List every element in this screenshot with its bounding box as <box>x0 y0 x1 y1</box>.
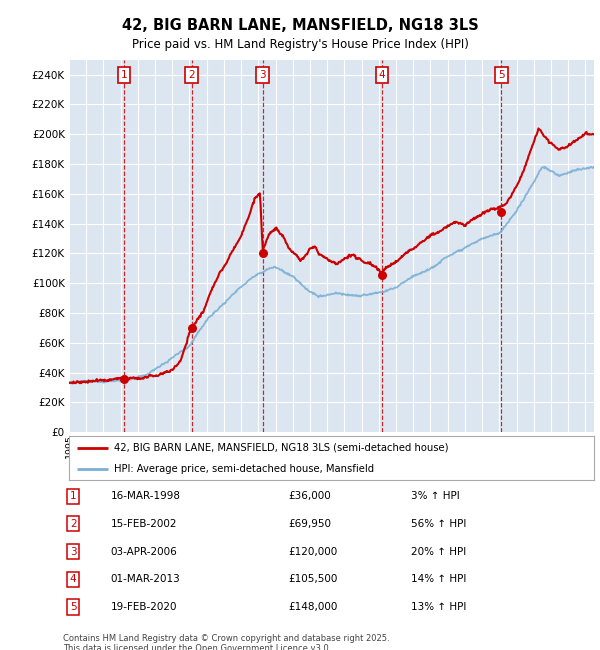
Text: £120,000: £120,000 <box>288 547 337 556</box>
Text: Price paid vs. HM Land Registry's House Price Index (HPI): Price paid vs. HM Land Registry's House … <box>131 38 469 51</box>
Text: 42, BIG BARN LANE, MANSFIELD, NG18 3LS (semi-detached house): 42, BIG BARN LANE, MANSFIELD, NG18 3LS (… <box>113 443 448 452</box>
Text: £148,000: £148,000 <box>288 602 337 612</box>
Text: 13% ↑ HPI: 13% ↑ HPI <box>412 602 467 612</box>
Text: 5: 5 <box>498 70 505 80</box>
Text: HPI: Average price, semi-detached house, Mansfield: HPI: Average price, semi-detached house,… <box>113 464 374 474</box>
Text: 14% ↑ HPI: 14% ↑ HPI <box>412 574 467 584</box>
Text: 56% ↑ HPI: 56% ↑ HPI <box>412 519 467 529</box>
Text: 20% ↑ HPI: 20% ↑ HPI <box>412 547 467 556</box>
Text: Contains HM Land Registry data © Crown copyright and database right 2025.
This d: Contains HM Land Registry data © Crown c… <box>63 634 389 650</box>
Text: 01-MAR-2013: 01-MAR-2013 <box>111 574 181 584</box>
Text: 03-APR-2006: 03-APR-2006 <box>111 547 178 556</box>
Text: £36,000: £36,000 <box>288 491 331 501</box>
Text: 3: 3 <box>259 70 266 80</box>
Text: 15-FEB-2002: 15-FEB-2002 <box>111 519 177 529</box>
Text: 16-MAR-1998: 16-MAR-1998 <box>111 491 181 501</box>
Text: 1: 1 <box>121 70 128 80</box>
Text: 1: 1 <box>70 491 76 501</box>
Text: 4: 4 <box>379 70 385 80</box>
Text: £69,950: £69,950 <box>288 519 331 529</box>
Text: £105,500: £105,500 <box>288 574 337 584</box>
Text: 42, BIG BARN LANE, MANSFIELD, NG18 3LS: 42, BIG BARN LANE, MANSFIELD, NG18 3LS <box>122 18 478 34</box>
Text: 2: 2 <box>70 519 76 529</box>
Text: 3% ↑ HPI: 3% ↑ HPI <box>412 491 460 501</box>
Text: 4: 4 <box>70 574 76 584</box>
Text: 5: 5 <box>70 602 76 612</box>
Text: 3: 3 <box>70 547 76 556</box>
Text: 19-FEB-2020: 19-FEB-2020 <box>111 602 177 612</box>
Text: 2: 2 <box>188 70 195 80</box>
